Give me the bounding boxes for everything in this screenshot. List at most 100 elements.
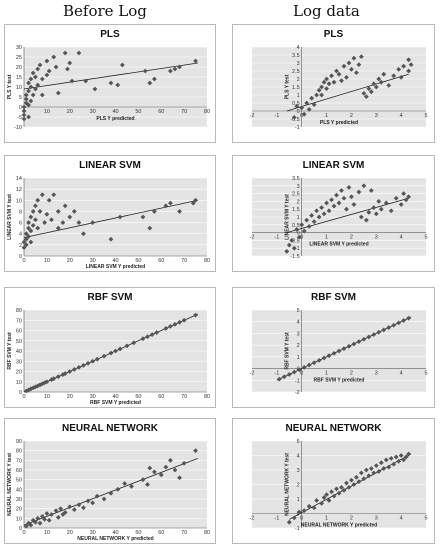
data-point — [168, 457, 173, 463]
x-tick-label: 3 — [375, 113, 378, 119]
data-point — [351, 482, 357, 487]
y-tick-label: 2 — [297, 343, 300, 349]
data-point — [381, 327, 387, 333]
y-tick-label: 0 — [19, 390, 22, 396]
data-point — [406, 68, 411, 74]
data-point — [286, 242, 292, 248]
data-point — [23, 231, 29, 237]
data-point — [23, 96, 29, 102]
data-point — [324, 200, 329, 206]
data-point — [331, 493, 337, 499]
data-point — [154, 330, 160, 335]
data-point — [147, 80, 153, 86]
x-tick-label: 10 — [44, 530, 50, 536]
data-point — [316, 87, 322, 93]
data-point — [71, 507, 77, 513]
x-tick-label: 5 — [424, 371, 427, 377]
y-tick-label: 0 — [297, 109, 300, 115]
linear-svm-before-log-chart: LINEAR SVM 0 10 20 30 40 50 60 70 80 0 2 4 6 8 10 12 14 LI… — [4, 155, 216, 272]
data-point — [92, 86, 98, 92]
y-tick-label: 2.5 — [292, 192, 300, 198]
data-point — [386, 464, 392, 470]
data-point — [30, 517, 36, 523]
x-axis-label: PLS Y predicted — [320, 120, 358, 126]
data-point — [341, 346, 347, 352]
data-point — [368, 466, 374, 471]
x-tick-label: 70 — [181, 258, 187, 264]
x-tick-label: 80 — [204, 258, 210, 264]
data-point — [321, 495, 327, 500]
data-point — [46, 517, 52, 523]
y-tick-label: 4 — [297, 45, 300, 51]
data-point — [53, 64, 59, 70]
x-tick-label: -2 — [250, 113, 255, 119]
y-tick-label: 3 — [297, 468, 300, 474]
chart-title: NEURAL NETWORK — [62, 423, 159, 434]
data-point — [55, 514, 61, 520]
data-point — [316, 214, 322, 220]
data-point — [326, 498, 332, 503]
y-tick-label: 70 — [16, 318, 22, 324]
data-point — [26, 234, 31, 239]
data-point — [361, 476, 367, 482]
x-tick-label: -1 — [274, 516, 279, 522]
data-point — [301, 111, 307, 117]
y-tick-label: 3 — [297, 184, 300, 190]
y-tick-label: 30 — [16, 45, 22, 51]
data-point — [321, 211, 327, 217]
neural-network-before-log-chart: NEURAL NETWORK 0 10 20 30 40 50 60 70 80 0 10 20 30 40… — [4, 418, 216, 544]
data-point — [69, 78, 75, 84]
data-point — [67, 214, 73, 220]
data-point — [314, 208, 320, 214]
data-point — [37, 62, 43, 68]
data-point — [344, 206, 349, 212]
y-axis-label: RBF SVM Y test — [285, 332, 291, 370]
data-point — [366, 209, 372, 215]
data-point — [44, 72, 50, 78]
data-point — [401, 318, 407, 323]
data-point — [368, 89, 374, 95]
x-tick-label: 5 — [424, 235, 427, 241]
data-point — [329, 197, 334, 203]
data-point — [26, 387, 31, 393]
data-point — [319, 92, 324, 98]
data-point — [324, 492, 329, 498]
data-point — [396, 458, 402, 464]
y-tick-label: -1 — [295, 378, 300, 384]
data-point — [190, 200, 196, 206]
chart-svg: PLS01020304050607080-10-5051015202530PLS… — [7, 29, 210, 131]
y-tick-label: 1.5 — [292, 85, 300, 91]
data-point — [168, 324, 173, 329]
x-tick-label: 10 — [44, 258, 50, 264]
data-point — [319, 205, 324, 211]
chart-title: LINEAR SVM — [303, 160, 365, 171]
data-point — [35, 225, 41, 231]
data-point — [55, 209, 61, 214]
data-point — [151, 76, 157, 82]
data-point — [168, 68, 173, 74]
x-tick-label: 70 — [181, 394, 187, 400]
x-tick-label: 30 — [90, 258, 96, 264]
y-tick-label: -1 — [295, 526, 300, 532]
data-point — [368, 188, 374, 193]
x-tick-label: -1 — [274, 113, 279, 119]
data-point — [37, 209, 43, 214]
y-axis-label: PLS Y test — [7, 74, 13, 99]
data-point — [193, 58, 198, 64]
data-point — [351, 55, 357, 61]
log-data-header: Log data — [293, 2, 360, 20]
data-point — [346, 485, 352, 490]
data-point — [406, 194, 411, 200]
data-point — [381, 71, 387, 77]
data-point — [301, 365, 307, 370]
data-point — [28, 522, 34, 528]
data-point — [403, 197, 409, 203]
y-tick-label: 10 — [16, 198, 22, 204]
data-point — [383, 457, 389, 463]
data-point — [363, 217, 369, 223]
data-point — [115, 82, 121, 88]
data-point — [177, 319, 182, 325]
y-tick-label: 15 — [16, 75, 22, 81]
